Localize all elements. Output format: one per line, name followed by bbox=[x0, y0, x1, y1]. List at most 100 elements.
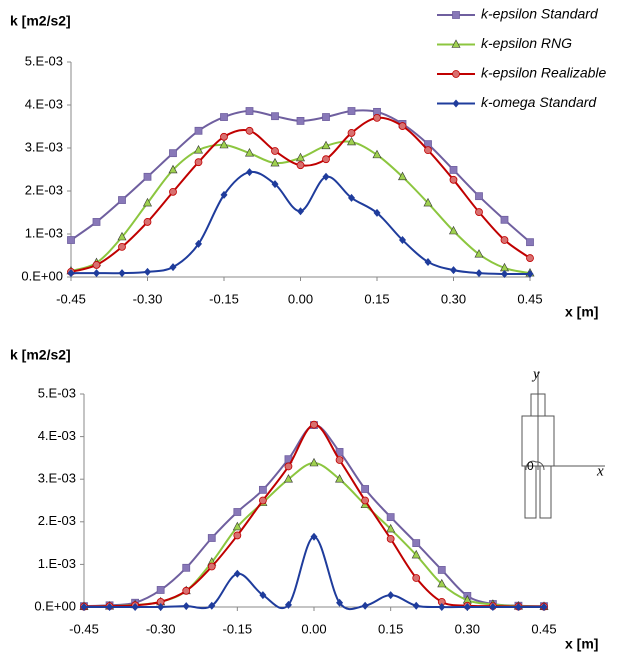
marker bbox=[412, 574, 421, 582]
marker bbox=[500, 236, 509, 244]
marker bbox=[526, 254, 534, 262]
marker bbox=[411, 549, 421, 559]
marker bbox=[182, 586, 191, 595]
x-tick-label: -0.30 bbox=[146, 621, 176, 636]
marker bbox=[233, 569, 241, 578]
marker bbox=[361, 485, 370, 493]
marker bbox=[169, 187, 177, 196]
marker bbox=[245, 126, 254, 135]
marker bbox=[322, 113, 330, 121]
marker bbox=[220, 132, 228, 141]
x-tick-label: -0.15 bbox=[209, 291, 239, 306]
marker bbox=[322, 155, 330, 164]
marker bbox=[361, 496, 370, 505]
x-tick-label: -0.45 bbox=[69, 621, 99, 636]
inset-x-axis: x bbox=[596, 463, 604, 479]
marker bbox=[373, 208, 381, 217]
marker bbox=[347, 129, 356, 137]
marker bbox=[449, 166, 458, 174]
marker bbox=[284, 600, 292, 609]
y-tick-label: 2.E-03 bbox=[25, 182, 63, 197]
marker bbox=[245, 148, 254, 157]
marker bbox=[233, 531, 242, 540]
x-tick-label: 0.45 bbox=[531, 621, 556, 636]
marker bbox=[118, 242, 126, 251]
marker bbox=[386, 513, 395, 522]
marker bbox=[475, 192, 483, 201]
marker bbox=[220, 113, 228, 121]
legend-label: k-omega Standard bbox=[481, 94, 597, 110]
marker bbox=[321, 140, 331, 150]
marker bbox=[194, 158, 203, 167]
marker bbox=[489, 603, 497, 611]
inset-figure bbox=[521, 372, 605, 519]
marker bbox=[449, 225, 458, 235]
y-tick-label: 2.E-03 bbox=[38, 513, 76, 528]
marker bbox=[271, 112, 279, 121]
marker bbox=[526, 238, 534, 247]
marker bbox=[347, 136, 356, 146]
marker bbox=[168, 164, 178, 174]
x-axis-title: x [m] bbox=[565, 636, 598, 652]
marker bbox=[335, 474, 345, 483]
marker bbox=[438, 603, 446, 611]
x-tick-label: 0.15 bbox=[378, 621, 403, 636]
marker bbox=[131, 603, 139, 611]
marker bbox=[182, 563, 191, 572]
marker bbox=[452, 70, 460, 78]
marker bbox=[361, 601, 369, 610]
legend-label: k-epsilon RNG bbox=[481, 35, 572, 51]
marker bbox=[500, 215, 509, 224]
marker bbox=[283, 474, 293, 483]
x-tick-label: 0.45 bbox=[517, 291, 542, 306]
marker bbox=[310, 420, 318, 429]
marker bbox=[449, 175, 458, 184]
series-line bbox=[83, 535, 544, 611]
marker bbox=[296, 117, 305, 125]
y-tick-label: 4.E-03 bbox=[38, 428, 76, 443]
y-axis-title: k [m2/s2] bbox=[10, 13, 71, 29]
marker bbox=[208, 601, 216, 610]
marker bbox=[233, 508, 242, 516]
y-tick-label: 0.E+00 bbox=[34, 598, 76, 613]
marker bbox=[106, 603, 114, 611]
marker bbox=[423, 197, 433, 207]
series-line bbox=[70, 116, 531, 273]
x-tick-label: 0.30 bbox=[441, 291, 466, 306]
y-tick-label: 1.E-03 bbox=[38, 556, 76, 571]
marker bbox=[387, 591, 395, 600]
marker bbox=[372, 149, 382, 159]
marker bbox=[398, 122, 407, 130]
marker bbox=[424, 257, 432, 266]
marker bbox=[271, 180, 279, 189]
marker bbox=[92, 218, 101, 226]
marker bbox=[399, 236, 406, 245]
y-tick-label: 4.E-03 bbox=[25, 96, 63, 111]
marker bbox=[258, 485, 267, 494]
y-axis-title: k [m2/s2] bbox=[10, 347, 71, 363]
marker bbox=[143, 172, 152, 181]
marker bbox=[207, 562, 216, 571]
x-tick-label: -0.45 bbox=[56, 291, 86, 306]
marker bbox=[220, 190, 228, 199]
x-tick-label: -0.30 bbox=[133, 291, 163, 306]
marker bbox=[258, 496, 267, 505]
marker bbox=[475, 269, 483, 278]
marker bbox=[437, 566, 446, 574]
marker bbox=[80, 603, 88, 611]
x-tick-label: 0.15 bbox=[364, 291, 389, 306]
marker bbox=[474, 249, 484, 258]
marker bbox=[296, 152, 305, 162]
marker bbox=[452, 99, 460, 108]
x-tick-label: 0.30 bbox=[455, 621, 480, 636]
marker bbox=[373, 114, 381, 122]
marker bbox=[259, 591, 267, 600]
marker bbox=[118, 269, 126, 278]
marker bbox=[398, 171, 407, 181]
marker bbox=[284, 462, 293, 471]
x-axis-title: x [m] bbox=[565, 304, 598, 320]
marker bbox=[451, 39, 461, 48]
marker bbox=[194, 126, 203, 135]
marker bbox=[309, 457, 319, 467]
marker bbox=[348, 193, 355, 202]
